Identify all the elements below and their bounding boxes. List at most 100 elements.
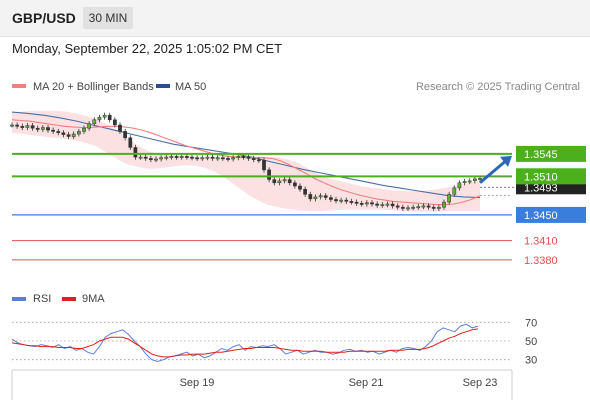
candle-body [282,179,287,182]
candle-body [339,199,343,202]
candle-body [318,195,323,198]
candle-body [334,199,338,202]
candle-body [437,206,441,209]
candle-body [267,169,271,180]
candle-body [370,202,374,205]
candle-body [385,203,390,206]
candle-body [395,205,400,208]
rsi-y-tick-label: 30 [525,355,537,367]
candle-body [20,126,25,128]
candle-body [30,125,35,129]
candle-body [159,157,163,160]
candle-body [411,206,415,209]
candle-body [133,147,138,158]
candle-body [473,178,477,182]
legend-swatch-ma20 [12,84,26,88]
candle-body [221,157,225,160]
datetime-label: Monday, September 22, 2025 1:05:02 PM CE… [12,41,283,56]
credit-text: Research © 2025 Trading Central [416,81,580,93]
candle-body [390,203,395,207]
candle-body [293,182,297,187]
candle-body [442,201,446,208]
last-price-label: 1.3493 [524,182,558,194]
candle-body [478,178,482,180]
up-arrow-icon [479,158,508,184]
legend-9ma-label: 9MA [82,293,105,305]
legend-ma20-label: MA 20 + Bollinger Bands [33,81,154,93]
candle-body [344,199,349,202]
candle-body [354,201,359,204]
candle-body [107,115,112,121]
rsi-y-tick-label: 50 [525,336,537,348]
candle-body [246,156,251,159]
candle-body [66,134,71,137]
candle-body [262,160,266,171]
candle-body [452,187,457,195]
level-label-box [516,145,586,162]
candle-body [154,158,158,161]
candle-body [51,129,55,132]
candle-body [462,181,467,184]
candle-body [149,158,153,160]
candle-body [71,133,76,137]
candle-body [164,156,169,159]
candle-body [231,157,235,160]
candle-body [102,115,107,118]
candle-body [426,205,431,208]
level-label: 1.3545 [524,149,558,161]
timeframe-button[interactable]: 30 MIN [83,7,133,29]
candle-body [401,206,405,209]
candle-body [416,206,421,209]
candle-body [467,180,472,183]
candle-body [215,157,220,160]
price-plot [10,110,482,212]
candle-body [97,117,102,121]
candle-body [226,158,230,160]
candle-body [431,206,436,209]
level-label: 1.3510 [524,171,558,183]
candle-body [128,137,133,148]
candle-body [380,204,385,207]
candle-body [82,127,86,132]
candle-body [113,119,117,126]
candle-body [375,203,379,206]
candle-body [329,197,333,200]
candle-body [298,185,302,190]
candle-body [92,119,97,124]
candle-body [87,123,91,129]
legend-swatch-ma50 [156,84,170,88]
x-tick-label-sep19: Sep 19 [180,377,215,389]
price-legend: MA 20 + Bollinger Bands MA 50 [12,81,206,93]
candle-body [61,132,66,135]
level-label: 1.3380 [524,255,558,267]
candle-body [77,131,81,135]
rsi-ma-line [11,328,479,358]
candle-body [257,159,261,162]
candle-body [447,194,451,203]
candle-body [35,127,40,130]
candle-body [406,207,410,210]
candle-body [287,179,292,184]
candle-body [195,157,199,160]
candle-body [118,124,122,132]
up-arrow-head-icon [500,155,512,167]
x-tick-label-sep21: Sep 21 [349,377,384,389]
level-label-box [516,206,586,223]
header-bar: GBP/USD 30 MIN [0,0,590,37]
candle-body [169,156,174,158]
bollinger-band-area [12,110,480,212]
symbol-title: GBP/USD [12,10,76,26]
candle-body [123,131,127,139]
candle-body [15,124,19,127]
candle-body [56,131,61,133]
legend-swatch-rsi [12,297,26,301]
candle-body [365,202,369,205]
candle-body [236,156,241,158]
candle-body [190,156,194,159]
rsi-y-tick-label: 70 [525,317,537,329]
rsi-line [11,323,479,363]
legend-ma50-label: MA 50 [175,81,206,93]
level-label: 1.3450 [524,210,558,222]
level-label: 1.3410 [524,236,558,248]
candle-body [46,127,50,131]
